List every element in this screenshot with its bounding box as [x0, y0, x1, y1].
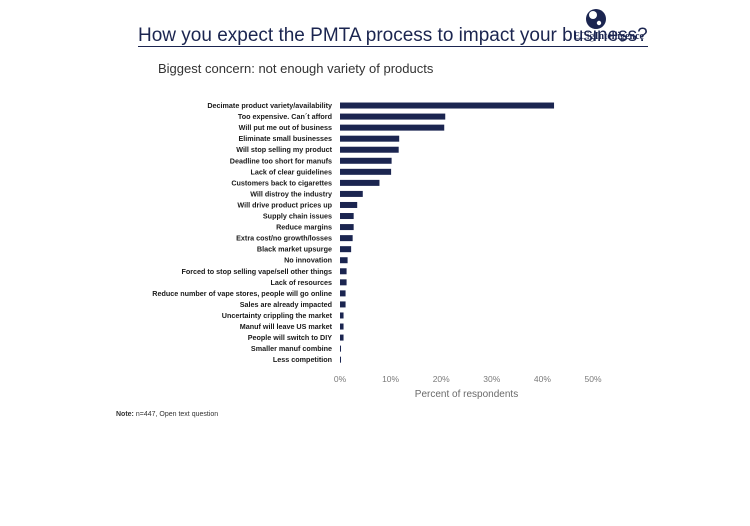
footnote: Note: n=447, Open text question	[116, 411, 218, 418]
logo-mark-icon	[586, 9, 606, 29]
page-title: How you expect the PMTA process to impac…	[138, 25, 648, 46]
bar	[340, 168, 392, 175]
bar	[340, 268, 347, 275]
category-label: Lack of resources	[270, 278, 332, 287]
category-label: Will put me out of business	[239, 123, 332, 132]
bar	[340, 246, 352, 253]
bar	[340, 190, 363, 197]
category-label: Less competition	[273, 355, 332, 364]
bar	[340, 235, 353, 242]
bar	[340, 113, 446, 120]
category-label: Manuf will leave US market	[240, 322, 333, 331]
category-label: Sales are already impacted	[240, 300, 332, 309]
bar	[340, 124, 445, 131]
category-label: Too expensive. Can´t afford	[238, 112, 332, 121]
note-label: Note:	[116, 411, 134, 418]
logo-wordmark: ECigIntelligence	[574, 31, 644, 42]
x-tick-label: 30%	[483, 374, 500, 384]
category-label: Will distroy the industry	[250, 189, 332, 198]
x-tick-label: 50%	[584, 374, 601, 384]
bar	[340, 312, 344, 319]
note-text: n=447, Open text question	[135, 411, 219, 418]
bar	[340, 213, 354, 220]
ecig-intelligence-logo: ECigIntelligence	[574, 7, 652, 43]
category-label: Eliminate small businesses	[239, 134, 332, 143]
title-underline	[138, 46, 648, 47]
category-label: People will switch to DIY	[248, 333, 332, 342]
bar	[340, 157, 392, 164]
bar	[340, 334, 344, 341]
bar	[340, 102, 555, 109]
bar	[340, 345, 342, 352]
x-tick-label: 0%	[334, 374, 347, 384]
bar	[340, 201, 358, 208]
category-label: No innovation	[284, 256, 332, 265]
category-label: Decimate product variety/availability	[207, 101, 332, 110]
category-label: Lack of clear guidelines	[251, 167, 333, 176]
bar	[340, 356, 342, 363]
bar	[340, 323, 344, 330]
bar	[340, 135, 400, 142]
x-tick-label: 20%	[433, 374, 450, 384]
category-label: Will drive product prices up	[237, 200, 332, 209]
category-label: Will stop selling my product	[236, 145, 332, 154]
category-label: Supply chain issues	[263, 212, 332, 221]
category-label: Reduce number of vape stores, people wil…	[152, 289, 332, 298]
bar	[340, 224, 354, 231]
category-label: Deadline too short for manufs	[230, 156, 332, 165]
category-label: Reduce margins	[276, 223, 332, 232]
bar	[340, 257, 348, 264]
category-label: Uncertainty crippling the market	[222, 311, 333, 320]
chart-subtitle: Biggest concern: not enough variety of p…	[158, 61, 434, 76]
bar	[340, 290, 346, 297]
category-label: Customers back to cigarettes	[231, 178, 332, 187]
logo-prefix: ECig	[574, 31, 595, 42]
category-label: Smaller manuf combine	[251, 344, 332, 353]
category-label: Extra cost/no growth/losses	[236, 234, 332, 243]
category-label: Forced to stop selling vape/sell other t…	[181, 267, 332, 276]
bar	[340, 179, 380, 186]
bar	[340, 279, 347, 286]
x-tick-label: 40%	[534, 374, 551, 384]
logo-suffix: Intelligence	[594, 31, 644, 42]
x-axis-title: Percent of respondents	[415, 389, 518, 400]
x-tick-label: 10%	[382, 374, 399, 384]
bar	[340, 146, 399, 153]
category-label: Black market upsurge	[257, 245, 332, 254]
bar	[340, 301, 346, 308]
